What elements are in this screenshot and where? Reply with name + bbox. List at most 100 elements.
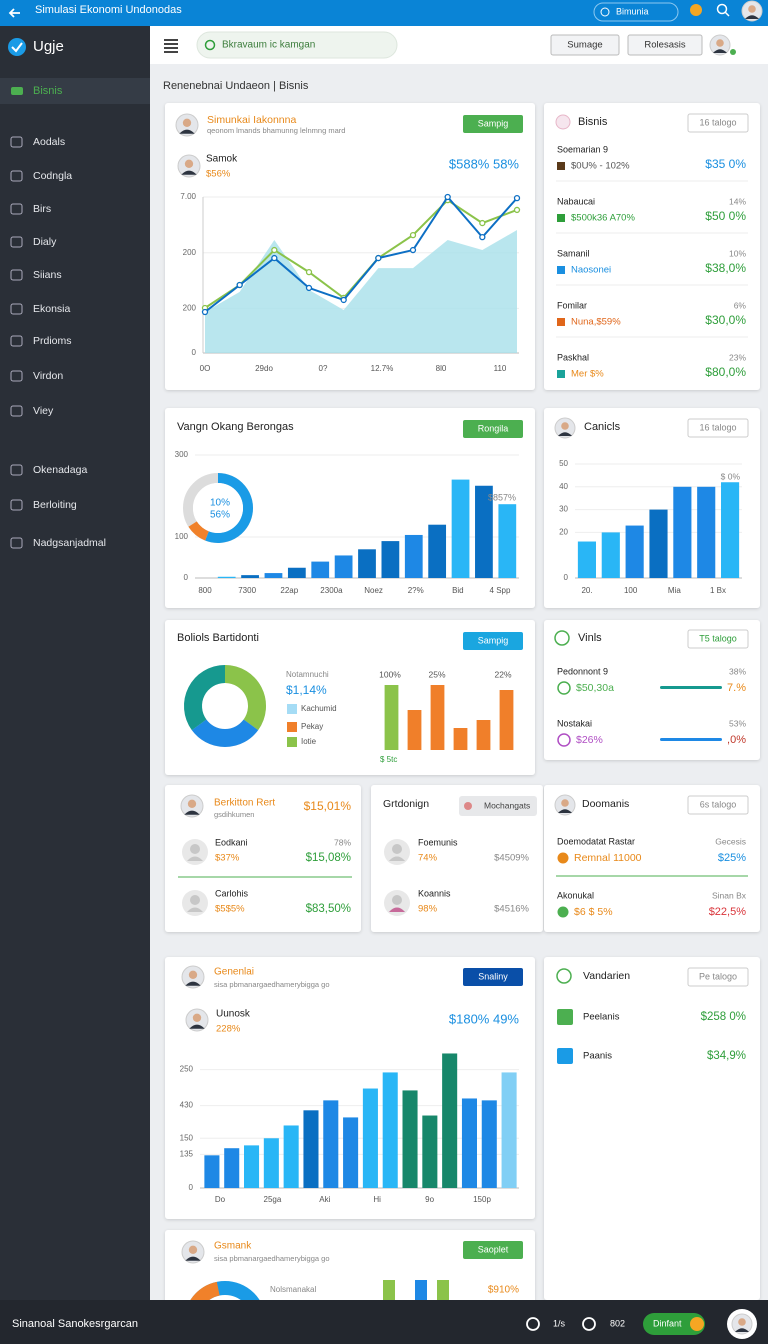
row-note: Sinan Bx: [712, 890, 747, 900]
card-title: Vandarien: [583, 970, 630, 982]
row-name: Fomilar: [557, 300, 587, 310]
row-value: $30,0%: [705, 313, 746, 327]
sidebar-item[interactable]: Codngla: [33, 170, 72, 182]
avatar-body: [184, 810, 200, 815]
sidebar-item[interactable]: Berloiting: [33, 499, 77, 511]
card-title: Doomanis: [582, 798, 629, 810]
row-value: ,0%: [727, 734, 746, 746]
badge[interactable]: [463, 968, 523, 986]
back-arrow[interactable]: [8, 8, 20, 18]
summary-label: Notamnuchi: [286, 670, 329, 679]
search-icon[interactable]: [716, 3, 728, 15]
badge[interactable]: [463, 1241, 523, 1259]
sidebar-item[interactable]: Aodals: [33, 136, 65, 148]
legend-swatch: [287, 737, 297, 747]
card-icon: [554, 630, 570, 646]
sidebar-item[interactable]: Dialy: [33, 236, 57, 248]
bottom-button[interactable]: [643, 1313, 705, 1335]
bottom-icon[interactable]: [582, 1317, 596, 1331]
avatar-head: [184, 159, 194, 168]
row-value: $22,5%: [709, 906, 747, 918]
badge[interactable]: [687, 418, 749, 438]
column-label: 22%: [494, 669, 511, 679]
point: [479, 219, 486, 227]
row-note: 53%: [729, 718, 746, 728]
badge[interactable]: [687, 967, 749, 987]
bar: [476, 720, 491, 750]
bottom-item[interactable]: 802: [610, 1318, 625, 1328]
bar: [499, 690, 514, 750]
sidebar-item-active: Bisnis: [33, 85, 63, 97]
bar: [442, 1053, 458, 1188]
y-tick-label: 50: [559, 459, 568, 468]
search-box[interactable]: [196, 31, 398, 59]
bar: [287, 567, 306, 578]
header-button[interactable]: [550, 34, 620, 56]
sidebar-active[interactable]: [0, 78, 150, 104]
row-value: $4516%: [494, 904, 529, 915]
sidebar-item[interactable]: Nadgsanjadmal: [33, 537, 106, 549]
summary-value: $1,14%: [286, 683, 327, 697]
bottom-item[interactable]: 1/s: [553, 1318, 566, 1328]
avatar-head: [187, 799, 197, 808]
bar: [649, 509, 668, 578]
sidebar-icon: [10, 303, 23, 315]
x-tick-label: Bid: [452, 586, 464, 595]
badge[interactable]: [463, 115, 523, 133]
header-button[interactable]: [627, 34, 703, 56]
row-name: Nostakai: [557, 718, 592, 728]
x-tick-label: 110: [494, 364, 507, 373]
bottom-icon[interactable]: [526, 1317, 540, 1331]
notification-dot[interactable]: [690, 4, 702, 16]
bar: [323, 1100, 339, 1188]
card-title: Vangn Okang Berongas: [177, 421, 294, 433]
sidebar: [0, 26, 150, 1300]
badge[interactable]: [687, 629, 749, 649]
x-tick-label: 25ga: [264, 1195, 282, 1204]
row-swatch: [557, 214, 565, 222]
avatar-body: [558, 432, 572, 436]
sidebar-item[interactable]: Siians: [33, 269, 62, 281]
sidebar-item[interactable]: Okenadaga: [33, 464, 87, 476]
donut-segment: [224, 665, 266, 731]
badge[interactable]: [463, 632, 523, 650]
bar: [721, 482, 740, 578]
row-name: Doemodatat Rastar: [557, 836, 635, 846]
card: [544, 103, 760, 390]
bar: [217, 576, 236, 578]
donut-segment: [205, 473, 253, 543]
card-title: Boliols Bartidonti: [177, 632, 259, 644]
x-tick-label: 9o: [425, 1195, 434, 1204]
badge[interactable]: [687, 795, 749, 815]
row-note: 78%: [334, 837, 351, 847]
bar: [404, 534, 423, 578]
row-icon: [557, 852, 569, 864]
avatar-head: [188, 1245, 198, 1254]
area: [205, 229, 517, 353]
sidebar-item[interactable]: Ekonsia: [33, 303, 71, 315]
badge[interactable]: [463, 420, 523, 438]
legend-label: Iotie: [301, 737, 317, 746]
row-note: 38%: [729, 666, 746, 676]
row-value: $34,9%: [707, 1050, 746, 1062]
sidebar-item[interactable]: Birs: [33, 203, 51, 215]
x-tick-label: 0?: [319, 364, 328, 373]
badge[interactable]: [687, 113, 749, 133]
avatar-head: [748, 5, 756, 13]
row-value: $15,08%: [306, 852, 351, 864]
card-button[interactable]: [459, 796, 537, 816]
top-button[interactable]: [593, 2, 679, 22]
bar: [422, 1115, 438, 1188]
headline-value: $588% 58%: [449, 156, 520, 171]
legend-swatch: [287, 704, 297, 714]
avatar-head: [190, 895, 200, 905]
point: [513, 206, 521, 214]
bar: [577, 541, 596, 578]
sidebar-item[interactable]: Virdon: [33, 370, 63, 382]
legend-label: Kachumid: [301, 704, 337, 713]
sidebar-item[interactable]: Viey: [33, 405, 54, 417]
sidebar-item[interactable]: Prdioms: [33, 335, 72, 347]
point: [444, 193, 451, 201]
row-sub: $500k36 A70%: [571, 213, 635, 224]
y-tick-label: 0: [189, 1183, 194, 1192]
